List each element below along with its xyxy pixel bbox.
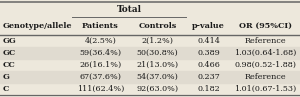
Text: CC: CC xyxy=(2,61,15,69)
Text: 50(30.8%): 50(30.8%) xyxy=(136,49,178,57)
Text: Patients: Patients xyxy=(82,22,119,30)
Text: 92(63.0%): 92(63.0%) xyxy=(136,85,178,93)
Text: p-value: p-value xyxy=(192,22,225,30)
Text: 111(62.4%): 111(62.4%) xyxy=(77,85,124,93)
Text: 0.466: 0.466 xyxy=(197,61,220,69)
Text: Controls: Controls xyxy=(138,22,177,30)
Text: 26(16.1%): 26(16.1%) xyxy=(80,61,122,69)
Text: OR (95%CI): OR (95%CI) xyxy=(239,22,292,30)
Text: 0.237: 0.237 xyxy=(197,73,220,81)
Text: 4(2.5%): 4(2.5%) xyxy=(85,37,116,45)
Text: 1.03(0.64-1.68): 1.03(0.64-1.68) xyxy=(234,49,297,57)
Text: 59(36.4%): 59(36.4%) xyxy=(80,49,122,57)
Text: GG: GG xyxy=(2,37,16,45)
Text: 1.01(0.67-1.53): 1.01(0.67-1.53) xyxy=(234,85,297,93)
Text: G: G xyxy=(2,73,9,81)
Text: Total: Total xyxy=(116,5,142,14)
Text: 67(37.6%): 67(37.6%) xyxy=(80,73,122,81)
Text: 0.389: 0.389 xyxy=(197,49,220,57)
Bar xyxy=(0,71,300,83)
Text: Reference: Reference xyxy=(245,73,286,81)
Bar xyxy=(0,47,300,59)
Text: 21(13.0%): 21(13.0%) xyxy=(136,61,178,69)
Text: 0.98(0.52-1.88): 0.98(0.52-1.88) xyxy=(235,61,296,69)
Text: C: C xyxy=(2,85,9,93)
Text: 54(37.0%): 54(37.0%) xyxy=(136,73,178,81)
Text: Genotype/allele: Genotype/allele xyxy=(2,22,72,30)
Text: 0.182: 0.182 xyxy=(197,85,220,93)
Text: GC: GC xyxy=(2,49,16,57)
Text: 0.414: 0.414 xyxy=(197,37,220,45)
Text: 2(1.2%): 2(1.2%) xyxy=(142,37,173,45)
Text: Reference: Reference xyxy=(245,37,286,45)
